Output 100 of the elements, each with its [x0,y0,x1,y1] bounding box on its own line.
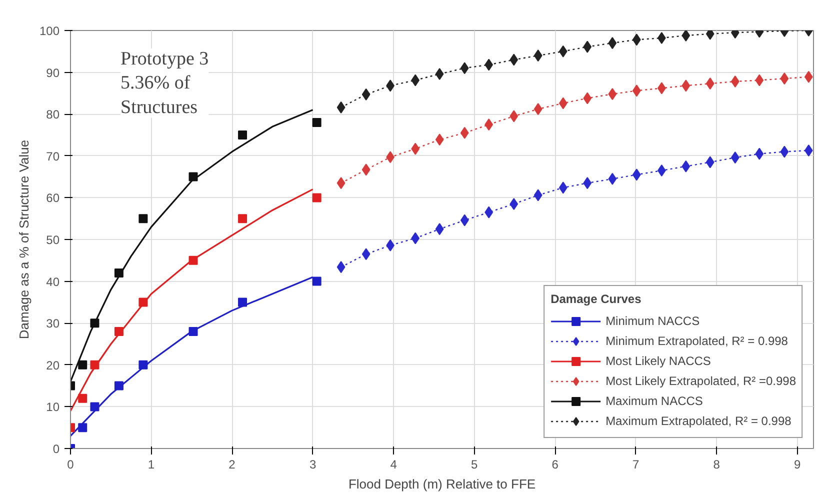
point [138,298,148,307]
point [632,168,641,181]
point [188,256,198,265]
legend-label: Minimum Extrapolated, R² = 0.998 [606,333,788,349]
point [608,37,617,50]
point [78,394,88,403]
point [312,193,322,202]
x-tick-label: 3 [309,458,316,472]
y-tick-label: 60 [46,191,60,206]
point [755,74,764,86]
x-tick-label: 8 [713,458,720,472]
point [510,110,518,122]
point [411,232,420,244]
x-tick-label: 1 [148,458,155,472]
point [534,103,542,116]
y-tick-label: 50 [46,233,60,247]
point [583,40,592,53]
point [484,206,494,218]
point [510,54,518,66]
point [411,142,420,155]
point [336,101,346,114]
point [312,276,322,286]
point [435,68,444,80]
y-tick-label: 90 [46,66,60,80]
point [312,118,322,127]
x-tick-label: 9 [794,458,802,472]
point [362,164,370,176]
y-tick-label: 10 [46,400,60,414]
x-tick-label: 5 [470,458,478,472]
point [534,50,542,62]
point [558,182,568,194]
y-tick-label: 80 [46,108,60,122]
point [435,134,444,146]
legend-title: Damage Curves [550,292,642,306]
point [238,298,248,307]
legend-label: Most Likely Extrapolated, R² =0.998 [606,373,796,389]
point [90,318,100,328]
line-series [70,188,314,412]
point [460,214,469,226]
point [90,402,100,412]
point [706,156,714,168]
annotation: Prototype 3 5.36% of Structures [120,48,209,118]
y-tick-label: 0 [52,442,60,456]
point [188,326,198,336]
point [435,223,444,236]
x-tick-label: 7 [632,458,640,472]
point [534,189,542,202]
point [632,34,641,46]
legend-label: Maximum Extrapolated, R² = 0.998 [606,413,792,429]
point [411,74,420,86]
x-tick-label: 0 [67,458,74,472]
point [804,144,813,156]
point [362,88,370,100]
point [114,268,124,278]
point [730,75,740,88]
point [632,84,641,97]
point [78,423,88,432]
point [558,97,568,110]
point [558,45,568,58]
point [460,62,469,74]
x-tick-label: 6 [552,458,559,472]
x-axis-title: Flood Depth (m) Relative to FFE [348,476,536,492]
point [730,152,740,164]
legend-label: Most Likely NACCS [606,353,711,369]
x-tick-label: 4 [390,458,398,472]
point [608,88,617,100]
y-tick-label: 40 [46,274,60,289]
point [583,92,592,104]
point [583,177,592,190]
x-tick-label: 2 [228,458,236,472]
point [188,172,198,182]
point [484,58,494,71]
point [138,214,148,224]
point [238,130,248,140]
point [336,261,346,274]
y-tick-label: 100 [39,24,60,38]
point [114,326,124,336]
legend-label: Maximum NACCS [606,393,703,409]
point [780,72,789,85]
y-tick-label: 30 [46,316,60,331]
point [90,360,100,370]
point [78,360,88,370]
point [682,80,690,92]
point [755,148,764,160]
point [706,78,714,90]
point [682,160,690,172]
y-tick-label: 20 [46,358,60,372]
point [608,172,617,185]
y-tick-label: 70 [46,149,60,164]
point [460,126,469,139]
point [510,198,518,210]
point [780,146,789,158]
point [484,118,494,131]
point [114,381,124,390]
point [238,214,248,224]
point [362,248,370,260]
y-axis-title: Damage as a % of Structure Value [16,140,32,340]
legend-label: Minimum NACCS [606,313,700,329]
point [336,177,346,190]
point [682,30,690,42]
